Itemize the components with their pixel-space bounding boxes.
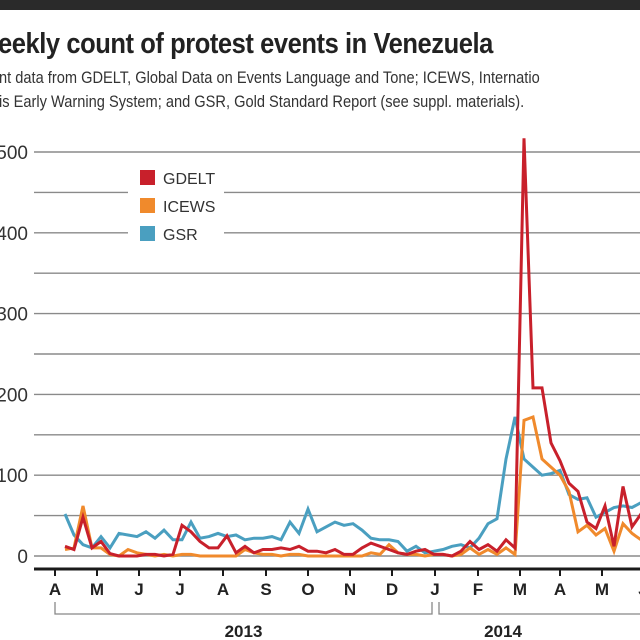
y-tick-label: 300 (0, 305, 28, 326)
subtitle-line-1: nt data from GDELT, Global Data on Event… (0, 68, 540, 87)
month-label: F (473, 580, 483, 599)
y-tick-label: 0 (17, 547, 28, 568)
legend: GDELT ICEWS GSR (140, 170, 215, 244)
year-bracket (54, 602, 433, 615)
x-axis: A M J J A S O N D J F M A M J 2013 2014 (34, 567, 640, 640)
chart-subtitle: nt data from GDELT, Global Data on Event… (0, 66, 540, 114)
month-label: A (554, 580, 566, 599)
subtitle-line-2: is Early Warning System; and GSR, Gold S… (0, 92, 525, 111)
month-label: A (49, 580, 61, 599)
legend-swatch-gsr (140, 226, 155, 241)
month-label: J (134, 580, 143, 599)
gridlines (34, 151, 640, 557)
y-tick-label: 200 (0, 385, 28, 406)
month-label: A (217, 580, 229, 599)
month-label: M (513, 580, 527, 599)
month-label: J (175, 580, 184, 599)
chart-title: eekly count of protest events in Venezue… (0, 28, 493, 60)
legend-swatch-gdelt (140, 170, 155, 185)
y-tick-label: 400 (0, 224, 28, 245)
month-label: M (595, 580, 609, 599)
series-line-gsr (63, 416, 640, 555)
year-label: 2013 (225, 622, 263, 640)
y-tick-label: 500 (0, 143, 28, 164)
legend-swatch-icews (140, 198, 155, 213)
month-label: D (386, 580, 398, 599)
y-tick-label: 100 (0, 466, 28, 487)
legend-label-gsr: GSR (163, 227, 198, 244)
month-label: O (301, 580, 314, 599)
month-label: M (90, 580, 104, 599)
legend-label-icews: ICEWS (163, 199, 215, 216)
month-label: J (430, 580, 439, 599)
year-label: 2014 (484, 622, 522, 640)
year-bracket (438, 602, 640, 615)
month-label: S (260, 580, 271, 599)
month-label: N (344, 580, 356, 599)
legend-label-gdelt: GDELT (163, 171, 215, 188)
series-line-gdelt (64, 138, 640, 558)
month-label: J (638, 580, 640, 599)
top-bar (0, 0, 640, 10)
y-axis-ticks: 0 100 200 300 400 500 (0, 143, 28, 568)
series-lines (63, 138, 640, 558)
